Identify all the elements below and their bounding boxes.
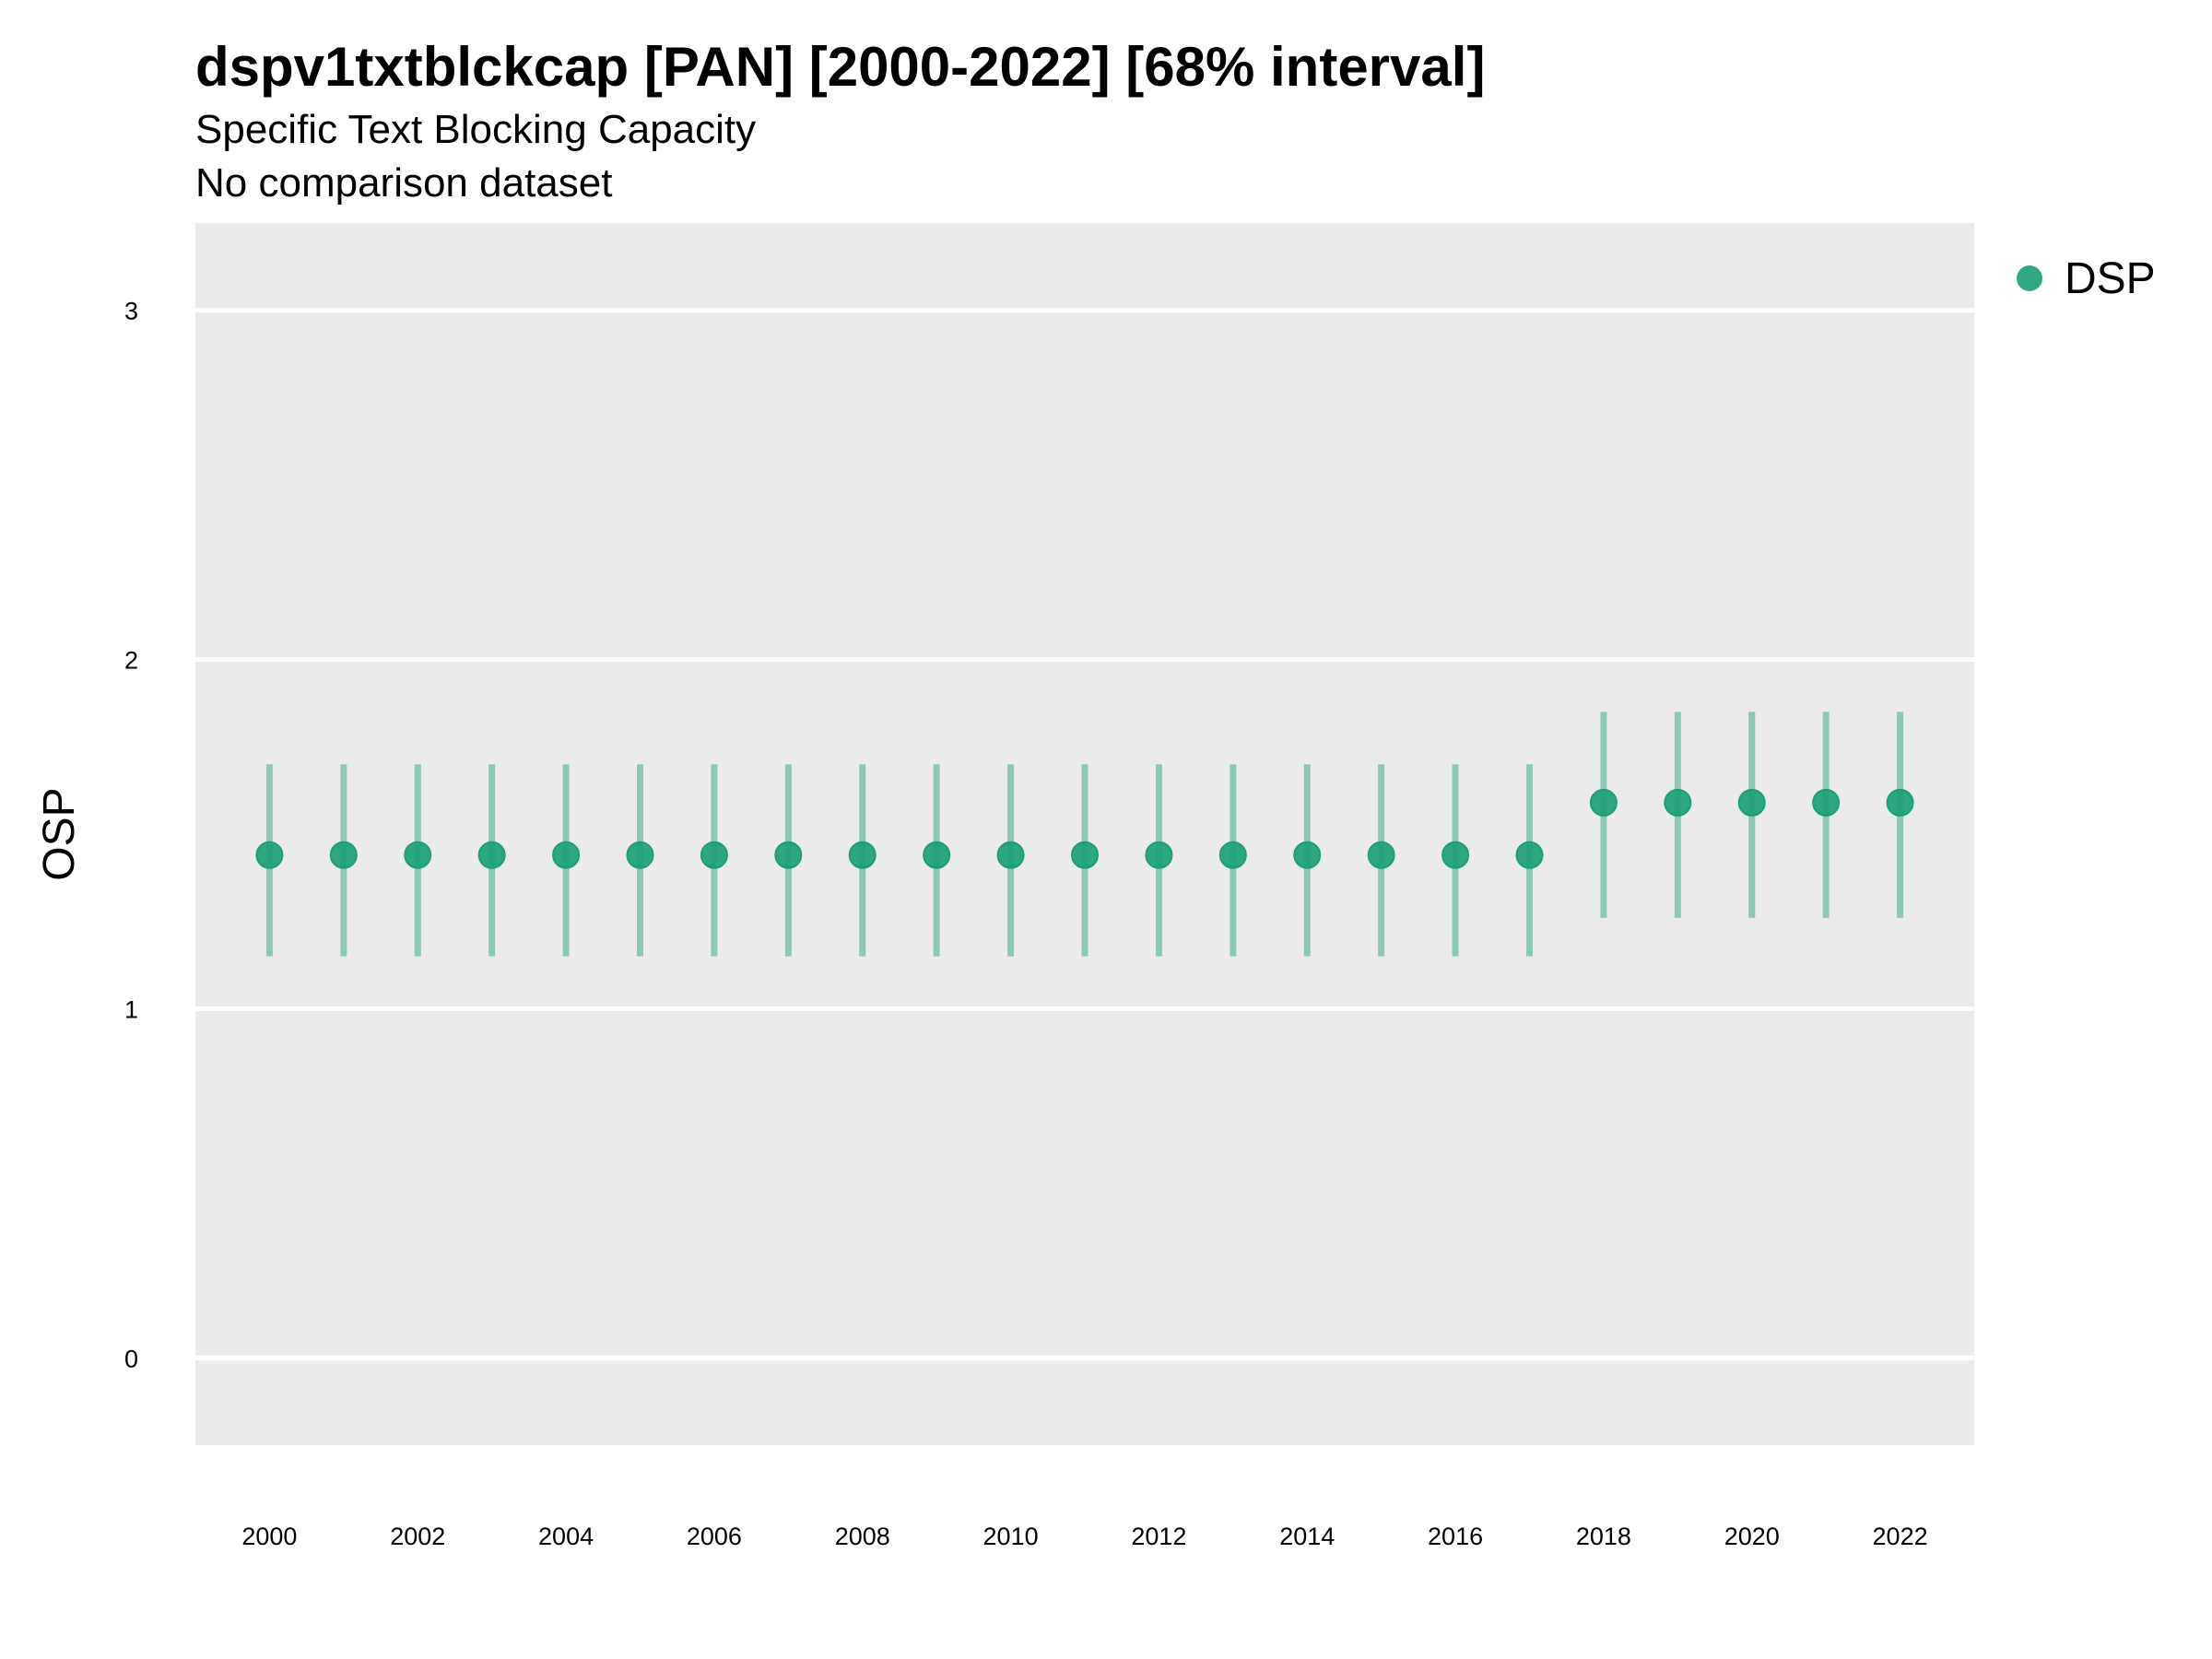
y-tick-label-1: 1 [124,995,138,1023]
x-tick-label-2000: 2000 [241,1523,297,1550]
x-tick-label-2012: 2012 [1131,1523,1186,1550]
x-tick-label-2022: 2022 [1873,1523,1928,1550]
data-point-2011 [1071,841,1099,869]
data-point-2007 [774,841,803,869]
x-tick-label-2018: 2018 [1576,1523,1631,1550]
x-tick-label-2004: 2004 [538,1523,594,1550]
data-point-2009 [923,841,951,869]
data-point-2014 [1293,841,1322,869]
data-point-2019 [1664,788,1692,817]
gridlines [195,308,1974,1360]
x-tick-label-2020: 2020 [1724,1523,1780,1550]
data-point-2010 [996,841,1025,869]
data-point-2017 [1515,841,1544,869]
x-tick-label-2008: 2008 [835,1523,890,1550]
data-point-2012 [1145,841,1173,869]
legend-label-dsp: DSP [2065,254,2156,303]
data-point-2005 [626,841,654,869]
legend: DSP [2017,254,2156,303]
x-axis-ticks: 2000 2002 2004 2006 2008 2010 2012 2014 2016 2018… [241,1523,1927,1550]
data-points [255,788,1914,869]
x-tick-label-2014: 2014 [1279,1523,1335,1550]
data-point-2015 [1367,841,1395,869]
data-point-2013 [1218,841,1247,869]
y-tick-label-3: 3 [124,298,138,325]
data-point-2000 [255,841,284,869]
data-point-2018 [1589,788,1618,817]
x-tick-label-2002: 2002 [390,1523,445,1550]
y-axis-ticks: 0 1 2 3 [124,298,138,1373]
x-tick-label-2006: 2006 [687,1523,742,1550]
legend-key-dsp [2017,265,2042,291]
y-tick-label-0: 0 [124,1345,138,1372]
data-point-2020 [1737,788,1766,817]
data-point-2004 [552,841,581,869]
data-point-2001 [329,841,358,869]
data-point-2021 [1812,788,1841,817]
chart-subtitle: Specific Text Blocking Capacity [195,107,757,152]
y-axis-title: OSP [35,787,84,880]
data-point-2006 [700,841,728,869]
chart-title: dspv1txtblckcap [PAN] [2000-2022] [68% i… [195,36,1486,98]
data-point-2016 [1441,841,1470,869]
data-point-2008 [848,841,877,869]
data-point-2002 [404,841,432,869]
x-tick-label-2016: 2016 [1428,1523,1483,1550]
chart-caption: No comparison dataset [195,160,613,206]
data-point-2022 [1886,788,1914,817]
x-tick-label-2010: 2010 [983,1523,1039,1550]
y-tick-label-2: 2 [124,647,138,675]
plot-panel [195,223,1974,1445]
data-point-2003 [477,841,506,869]
